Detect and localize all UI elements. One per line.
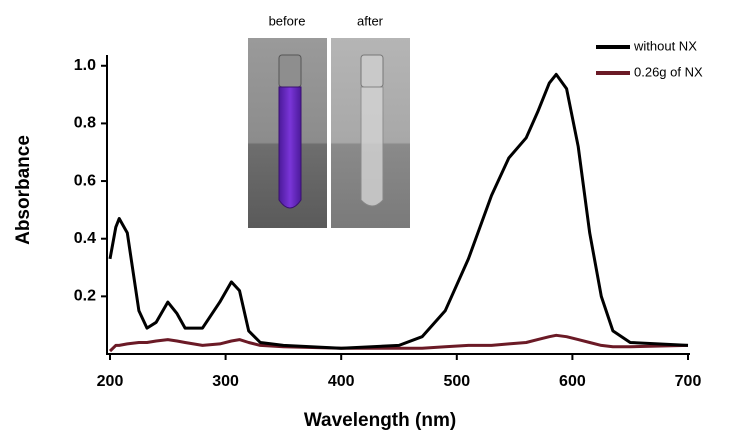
x-tick-label: 200 [97, 373, 124, 390]
y-tick-label: 0.2 [74, 288, 96, 305]
y-tick-label: 1.0 [74, 57, 96, 74]
x-tick-label: 700 [675, 373, 702, 390]
y-tick-label: 0.8 [74, 115, 96, 132]
inset-label: after [357, 13, 384, 28]
inset-label: before [269, 13, 306, 28]
legend-label: without NX [633, 38, 697, 53]
y-axis-title: Absorbance [13, 135, 34, 245]
series-line [108, 72, 689, 350]
y-tick-label: 0.6 [74, 172, 96, 189]
x-tick-label: 400 [328, 373, 355, 390]
series-line [108, 333, 689, 353]
x-tick-label: 500 [443, 373, 470, 390]
legend-label: 0.26g of NX [634, 64, 703, 79]
y-tick-label: 0.4 [74, 230, 96, 247]
inset-photo [248, 38, 410, 228]
x-tick-label: 600 [559, 373, 586, 390]
x-axis-title: Wavelength (nm) [304, 410, 456, 431]
x-tick-label: 300 [212, 373, 239, 390]
